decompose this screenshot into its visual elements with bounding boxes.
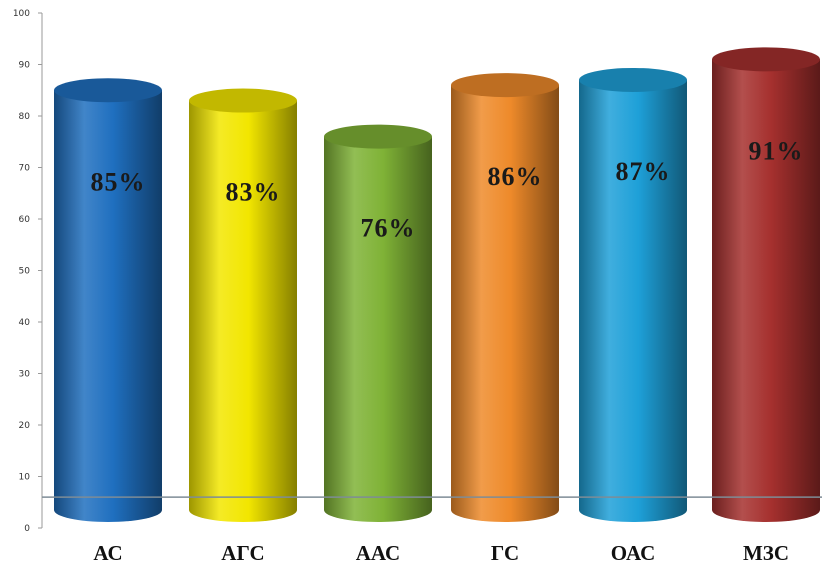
bar-top-cap [189,88,297,113]
bar-АГС [189,88,297,523]
bar-top-cap [712,47,820,72]
bar-body [54,90,162,522]
y-tick-label: 20 [19,421,31,431]
bar-top-cap [451,73,559,98]
y-tick-label: 10 [19,473,31,483]
x-tick-label: ОАС [611,541,656,565]
bar-body [579,79,687,522]
bar-top-cap [54,78,162,103]
y-tick-label: 60 [19,215,31,225]
bar-body [712,59,820,522]
data-label: 76% [361,214,416,243]
bar-ААС [324,124,432,522]
y-tick-label: 50 [19,267,31,277]
x-tick-label: МЗС [743,541,789,565]
bar-body [451,85,559,522]
bar-top-cap [324,124,432,149]
x-tick-label: ААС [356,541,400,565]
y-tick-label: 80 [19,112,31,122]
bar-ГС [451,73,559,522]
bar-АС [54,78,162,522]
labels: 85% АС 83% АГС 76% ААС 86% ГС 87% ОАС 91% МЗС [42,136,822,565]
y-axis: 0 10 20 30 40 50 60 70 80 90 100 [13,9,43,534]
x-tick-label: АС [93,541,122,565]
data-label: 86% [488,162,543,191]
bar-ОАС [579,67,687,522]
data-label: 83% [226,178,281,207]
y-tick-label: 70 [19,164,31,174]
bar-top-cap [579,67,687,92]
data-label: 85% [91,167,146,196]
x-tick-label: АГС [221,541,264,565]
x-tick-label: ГС [491,541,519,565]
bar-МЗС [712,47,820,522]
y-tick-label: 30 [19,370,31,380]
y-tick-label: 90 [19,61,31,71]
bar-body [189,100,297,523]
y-tick-label: 0 [24,524,30,534]
data-label: 91% [749,136,804,165]
bar-body [324,136,432,522]
bars [54,47,820,523]
y-tick-label: 40 [19,318,31,328]
data-label: 87% [616,157,671,186]
y-tick-label: 100 [13,9,30,19]
